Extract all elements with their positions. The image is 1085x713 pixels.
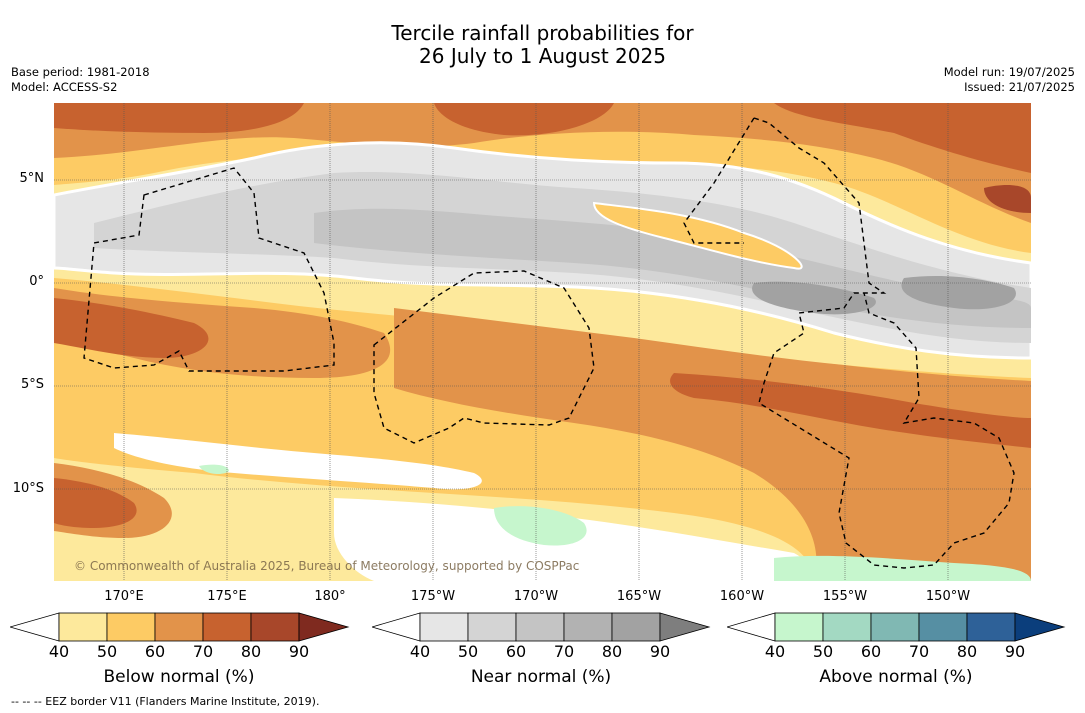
cbar-below-tick: 80 [240, 642, 262, 661]
model-name: Model: ACCESS-S2 [11, 80, 118, 94]
region-southwest-80 [54, 478, 137, 528]
cbar-near-swatch-2 [467, 612, 517, 642]
eez-kiribati-line [753, 117, 1015, 569]
region-north-80-mid [434, 103, 614, 136]
cbar-below-tick: 90 [288, 642, 310, 661]
lon-label-175e: 175°E [207, 589, 247, 604]
lat-label-5s: 5°S [20, 377, 44, 392]
cbar-above-swatch-1 [774, 612, 824, 642]
cbar-title-below-normal: Below normal (%) [103, 667, 255, 687]
eez-kiribati-phoenix [373, 270, 595, 444]
region-south-80-east [670, 373, 1031, 448]
base-period: Base period: 1981-2018 [11, 65, 150, 79]
cbar-above-swatch-6 [1014, 612, 1066, 642]
cbar-near-tick: 40 [409, 642, 431, 661]
graticule [54, 103, 1031, 581]
below-normal-tongue [592, 201, 803, 270]
cbar-below-swatch-0 [10, 612, 60, 642]
cbar-below-swatch-6 [298, 612, 350, 642]
cbar-below-tick: 50 [96, 642, 118, 661]
region-north-80-east [774, 103, 1031, 173]
meta-left: Base period: 1981-2018 Model: ACCESS-S2 [11, 65, 150, 95]
cbar-above-swatch-4 [918, 612, 968, 642]
map-canvas [54, 103, 1031, 581]
region-south-70-east [394, 308, 1031, 581]
cbar-near-tick: 50 [457, 642, 479, 661]
cbar-above-tick: 80 [956, 642, 978, 661]
title-line-2: 26 July to 1 August 2025 [419, 44, 666, 68]
cbar-above-swatch-3 [870, 612, 920, 642]
probability-map: © Commonwealth of Australia 2025, Bureau… [54, 103, 1031, 581]
cbar-above-tick: 60 [860, 642, 882, 661]
cbar-below-swatch-1 [58, 612, 108, 642]
lon-label-180: 180° [314, 589, 346, 604]
lat-label-5n: 5°N [19, 171, 45, 186]
above-normal-patch-1 [494, 506, 587, 546]
cbar-near-tick: 70 [553, 642, 575, 661]
lon-label-160w: 160°W [719, 589, 765, 604]
cbar-above-tick: 50 [812, 642, 834, 661]
cbar-near-swatch-6 [659, 612, 711, 642]
cbar-below-swatch-3 [154, 612, 204, 642]
region-white-southwest [114, 433, 482, 490]
colorbar-below-normal [10, 612, 350, 642]
eez-borders [83, 117, 1015, 569]
lon-label-165w: 165°W [616, 589, 662, 604]
region-south-80-west [54, 298, 209, 358]
cbar-below-swatch-2 [106, 612, 156, 642]
cbar-near-swatch-0 [372, 612, 421, 642]
cbar-below-swatch-5 [250, 612, 300, 642]
copyright-notice: © Commonwealth of Australia 2025, Bureau… [74, 559, 580, 573]
model-run: Model run: 19/07/2025 [943, 65, 1075, 79]
title-line-1: Tercile rainfall probabilities for [391, 21, 694, 45]
map-title: Tercile rainfall probabilities for 26 Ju… [0, 22, 1085, 68]
cbar-above-tick: 90 [1004, 642, 1026, 661]
cbar-near-swatch-5 [611, 612, 661, 642]
cbar-title-near-normal: Near normal (%) [470, 667, 612, 687]
cbar-below-tick: 60 [144, 642, 166, 661]
cbar-above-tick: 70 [908, 642, 930, 661]
cbar-below-tick: 40 [48, 642, 70, 661]
cbar-near-swatch-3 [515, 612, 565, 642]
eez-footnote: -- -- -- EEZ border V11 (Flanders Marine… [11, 695, 320, 708]
cbar-above-tick: 40 [764, 642, 786, 661]
cbar-near-tick: 60 [505, 642, 527, 661]
lon-label-155w: 155°W [822, 589, 868, 604]
eez-kiribati-line-north [683, 117, 755, 244]
cbar-below-tick: 70 [192, 642, 214, 661]
meta-right: Model run: 19/07/2025 Issued: 21/07/2025 [944, 65, 1075, 95]
near-normal-core-east [901, 276, 1016, 310]
region-north-80-west [54, 103, 304, 133]
region-north-70 [54, 103, 1031, 223]
cbar-title-above-normal: Above normal (%) [819, 667, 973, 687]
eez-kiribati-gilbert [83, 167, 335, 372]
cbar-above-swatch-0 [727, 612, 776, 642]
cbar-above-swatch-2 [822, 612, 872, 642]
cbar-near-tick: 80 [601, 642, 623, 661]
above-normal-patch-3 [199, 464, 229, 474]
cbar-below-swatch-4 [202, 612, 252, 642]
cbar-near-swatch-4 [563, 612, 613, 642]
colorbar-above-normal [727, 612, 1066, 642]
lon-label-170e: 170°E [104, 589, 144, 604]
region-north-90 [984, 185, 1031, 213]
lat-label-0: 0° [29, 274, 44, 289]
issued-date: Issued: 21/07/2025 [964, 80, 1075, 94]
lon-label-175w: 175°W [410, 589, 456, 604]
cbar-near-swatch-1 [419, 612, 469, 642]
cbar-near-tick: 90 [649, 642, 671, 661]
cbar-above-swatch-5 [966, 612, 1016, 642]
colorbar-near-normal [372, 612, 711, 642]
lat-label-10s: 10°S [12, 481, 44, 496]
lon-label-170w: 170°W [513, 589, 559, 604]
lon-label-150w: 150°W [925, 589, 971, 604]
